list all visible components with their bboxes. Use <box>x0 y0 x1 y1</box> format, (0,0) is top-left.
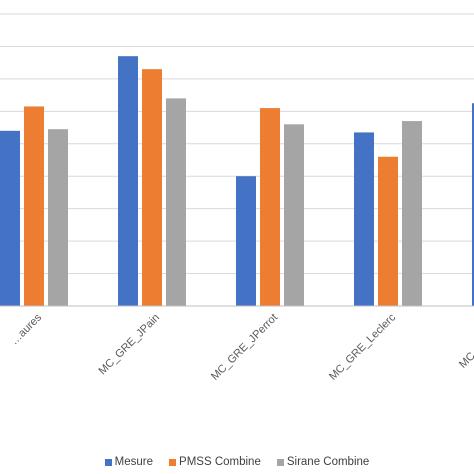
legend-item-pmss-combine: PMSS Combine <box>169 456 261 468</box>
legend-swatch-mesure <box>104 458 112 466</box>
bars <box>0 56 474 307</box>
bar-mesure <box>472 103 474 306</box>
x-tick-label: …aures <box>8 311 44 347</box>
bar-sirane-combine <box>284 124 304 306</box>
legend: Mesure PMSS Combine Sirane Combine <box>0 452 474 472</box>
gridlines <box>0 13 474 275</box>
legend-label-mesure: Mesure <box>114 456 154 468</box>
x-tick-label: MC_GRE_V… <box>457 312 474 371</box>
bar-pmss-combine <box>24 106 44 306</box>
bar-sirane-combine <box>402 121 422 306</box>
legend-swatch-pmss-combine <box>169 458 177 466</box>
x-tick-label: MC_GRE_JPain <box>97 312 163 378</box>
legend-item-mesure: Mesure <box>104 456 154 468</box>
bar-pmss-combine <box>260 108 280 306</box>
bar-mesure <box>354 132 374 306</box>
legend-swatch-sirane-combine <box>276 458 284 466</box>
legend-item-sirane-combine: Sirane Combine <box>276 456 370 468</box>
bar-sirane-combine <box>48 129 68 306</box>
bar-mesure <box>236 176 256 306</box>
bar-mesure <box>0 130 20 306</box>
bar-mesure <box>118 56 138 306</box>
x-tick-labels: …aures MC_GRE_JPain MC_GRE_JPerrot MC_GRE_L… <box>8 311 474 383</box>
x-tick-label: MC_GRE_Leclerc <box>327 311 399 383</box>
x-tick-label: MC_GRE_JPerrot <box>209 312 280 383</box>
legend-label-sirane-combine: Sirane Combine <box>286 456 370 468</box>
legend-label-pmss-combine: PMSS Combine <box>179 456 261 468</box>
bar-sirane-combine <box>166 98 186 306</box>
bar-pmss-combine <box>378 156 398 306</box>
bar-pmss-combine <box>142 69 162 307</box>
